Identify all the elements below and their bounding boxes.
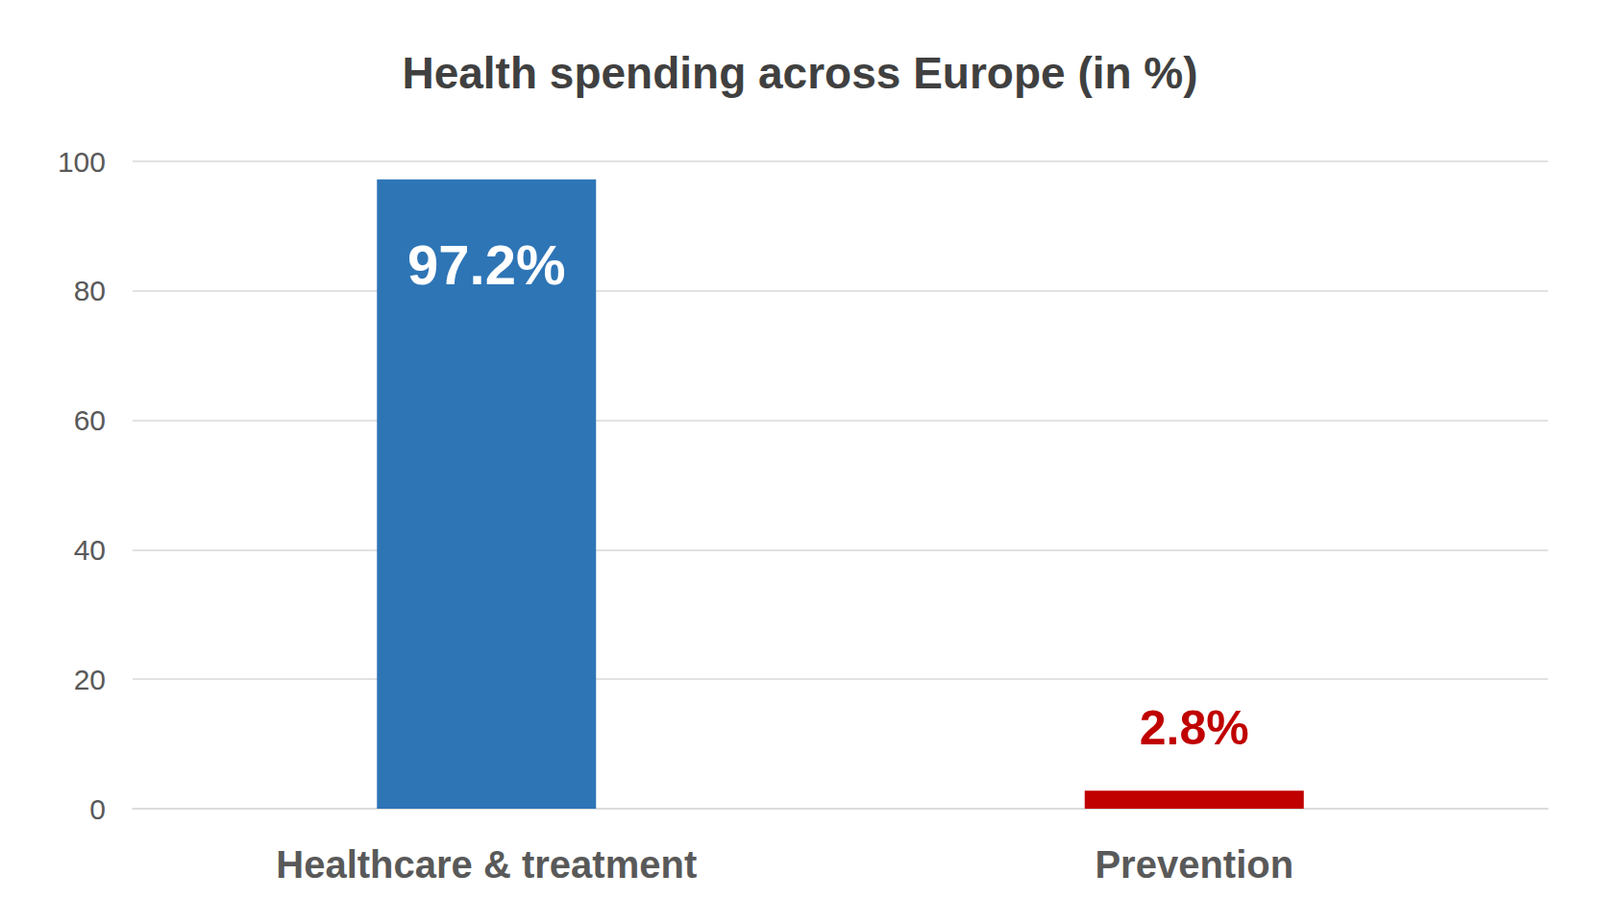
svg-text:100: 100 [57, 146, 106, 178]
svg-text:0: 0 [89, 793, 106, 826]
svg-text:97.2%: 97.2% [407, 233, 566, 296]
svg-text:Health spending across Europe: Health spending across Europe (in %) [401, 48, 1198, 99]
svg-text:40: 40 [73, 534, 106, 567]
svg-text:20: 20 [73, 664, 106, 696]
svg-text:Healthcare & treatment: Healthcare & treatment [275, 843, 697, 887]
svg-text:80: 80 [73, 274, 106, 307]
svg-text:Prevention: Prevention [1094, 843, 1294, 887]
svg-text:2.8%: 2.8% [1139, 701, 1250, 756]
svg-text:60: 60 [73, 404, 106, 437]
